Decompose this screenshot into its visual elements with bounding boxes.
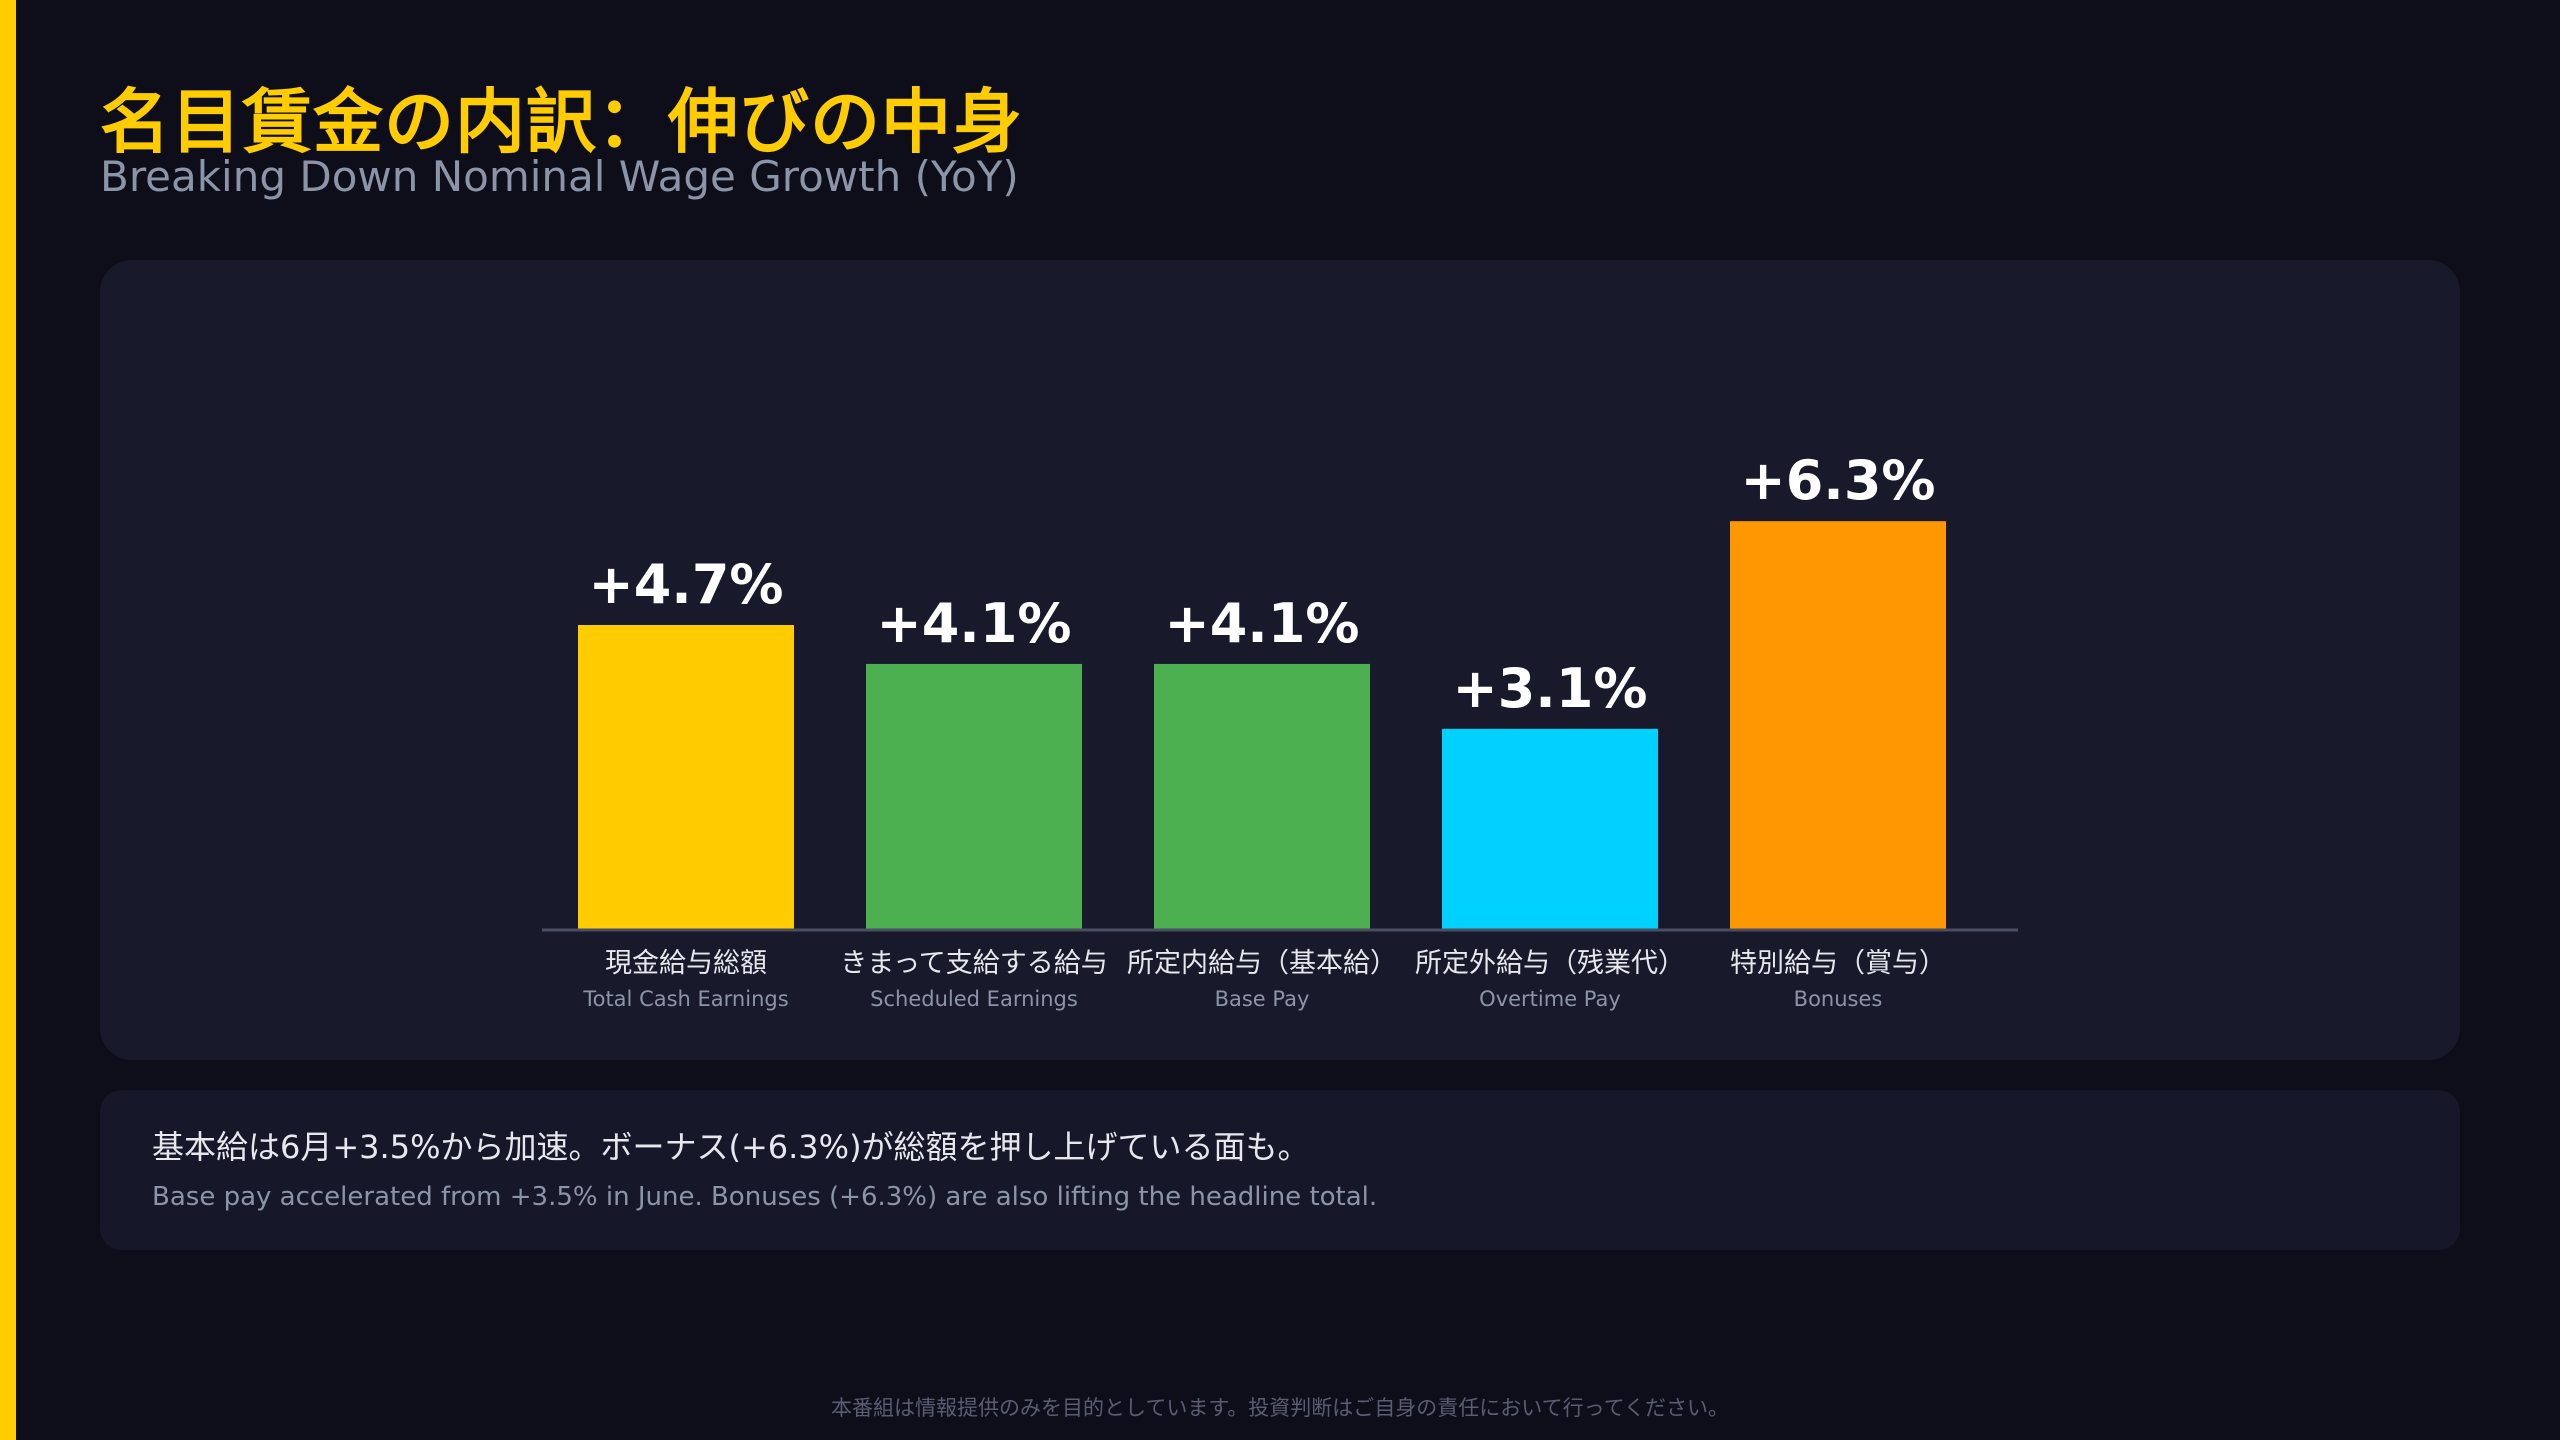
accent-bar [0,0,16,1440]
value-label-3: +4.1% [1164,592,1359,655]
bar-2 [866,663,1082,930]
chart-panel: +4.7% 現金給与総額 Total Cash Earnings +4.1% きまって支… [100,260,2460,1060]
value-label-5: +6.3% [1740,449,1935,512]
disclaimer: 本番組は情報提供のみを目的としています。投資判断はご自身の責任において行ってくだ… [831,1396,1729,1420]
page-subtitle: Breaking Down Nominal Wage Growth (YoY) [100,152,1019,201]
category-label-en-4: Overtime Pay [1479,987,1621,1011]
bar-3 [1154,663,1370,930]
bar-4 [1442,728,1658,930]
category-label-4: 所定外給与（残業代） [1415,948,1685,979]
bar-chart: +4.7% 現金給与総額 Total Cash Earnings +4.1% きまって支… [542,449,2018,1011]
note-panel: 基本給は6月+3.5%から加速。ボーナス(+6.3%)が総額を押し上げている面も… [100,1090,2460,1250]
value-label-4: +3.1% [1452,657,1647,720]
category-label-en-3: Base Pay [1215,987,1310,1011]
category-label-2: きまって支給する給与 [840,948,1108,979]
category-label-en-1: Total Cash Earnings [582,987,788,1011]
note-english: Base pay accelerated from +3.5% in June.… [152,1182,1378,1212]
category-label-en-5: Bonuses [1794,987,1883,1011]
bar-5 [1730,521,1946,930]
category-label-5: 特別給与（賞与） [1730,948,1946,979]
bar-1 [578,625,794,930]
note-japanese: 基本給は6月+3.5%から加速。ボーナス(+6.3%)が総額を押し上げている面も… [152,1128,1310,1166]
category-label-1: 現金給与総額 [605,948,767,979]
page-title: 名目賃金の内訳：伸びの中身 [100,81,1023,163]
value-label-1: +4.7% [588,553,783,616]
category-label-3: 所定内給与（基本給） [1127,948,1397,979]
value-label-2: +4.1% [876,592,1071,655]
category-label-en-2: Scheduled Earnings [870,987,1078,1011]
